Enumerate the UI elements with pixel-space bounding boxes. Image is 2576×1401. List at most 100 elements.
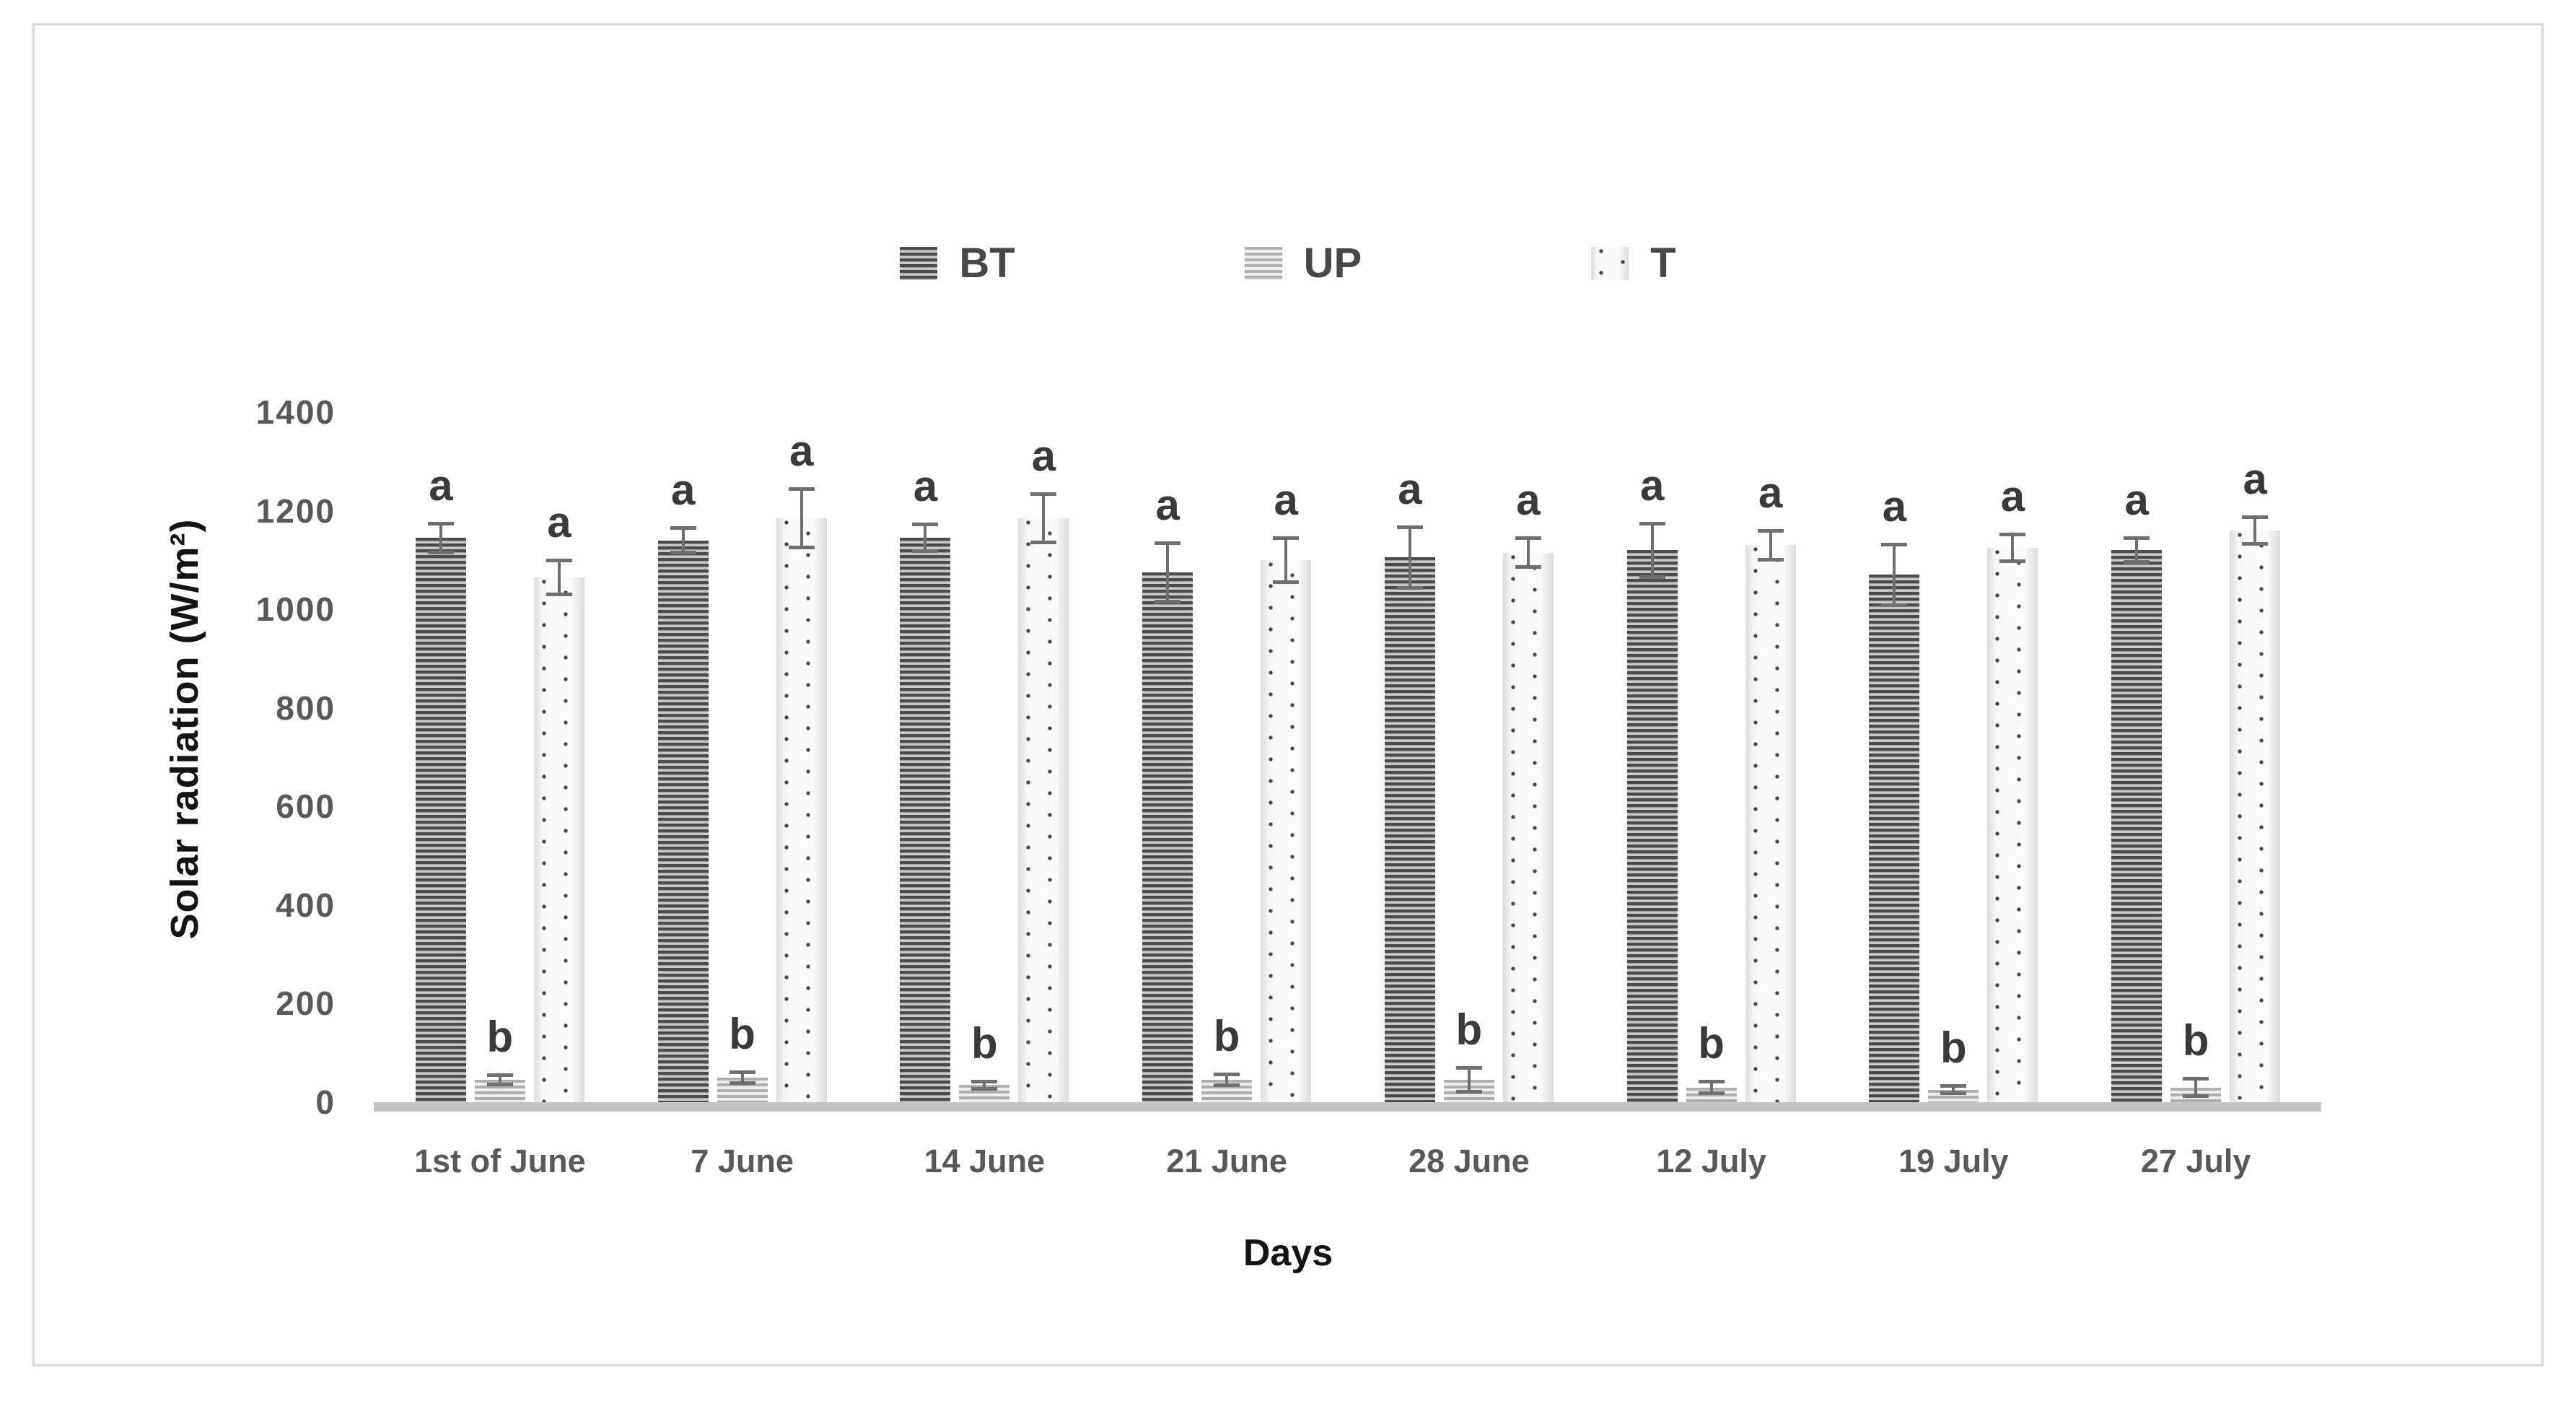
y-tick-label-1200: 1200 [255, 492, 336, 530]
sig-letter-UP-2: b [971, 1018, 998, 1068]
sig-letter-UP-6: b [1940, 1024, 1967, 1073]
error-cap-top-T-5 [1757, 528, 1784, 533]
error-cap-top-UP-2 [971, 1079, 998, 1083]
chart-legend: BT UP T [0, 243, 2576, 284]
error-cap-top-UP-3 [1214, 1073, 1240, 1077]
error-stem-BT-0 [439, 523, 442, 553]
legend-item-bt: BT [900, 243, 1015, 284]
legend-label-bt: BT [959, 240, 1015, 287]
error-cap-top-UP-6 [1940, 1084, 1967, 1088]
error-stem-BT-1 [681, 528, 685, 553]
bar-T-3 [1261, 559, 1312, 1102]
error-cap-bottom-UP-3 [1214, 1083, 1240, 1088]
error-cap-bottom-T-7 [2242, 542, 2269, 546]
error-stem-BT-3 [1166, 542, 1170, 602]
sig-letter-BT-0: a [429, 461, 453, 510]
sig-letter-T-4: a [1516, 476, 1541, 525]
error-cap-bottom-BT-4 [1396, 585, 1423, 590]
error-stem-UP-7 [2194, 1078, 2198, 1096]
figure-border [32, 23, 2544, 1366]
sig-letter-T-0: a [547, 497, 571, 546]
error-cap-top-UP-5 [1698, 1080, 1725, 1084]
sig-letter-BT-3: a [1155, 480, 1180, 529]
legend-swatch-bt-icon [900, 247, 938, 280]
bar-T-7 [2230, 530, 2281, 1102]
sig-letter-T-2: a [1031, 431, 1056, 480]
y-tick-label-400: 400 [276, 886, 336, 924]
error-cap-bottom-BT-7 [2124, 560, 2150, 564]
error-stem-BT-5 [1650, 523, 1654, 577]
y-tick-label-1400: 1400 [255, 393, 336, 431]
error-stem-UP-4 [1467, 1068, 1471, 1093]
error-cap-top-BT-4 [1396, 525, 1423, 530]
error-cap-top-T-7 [2242, 515, 2269, 519]
error-cap-top-UP-7 [2183, 1077, 2209, 1081]
error-stem-UP-2 [983, 1081, 986, 1089]
sig-letter-BT-6: a [1882, 482, 1907, 531]
sig-letter-T-3: a [1274, 476, 1298, 525]
sig-letter-T-5: a [1758, 468, 1783, 517]
error-cap-bottom-UP-4 [1455, 1090, 1482, 1094]
y-tick-label-0: 0 [315, 1083, 336, 1121]
sig-letter-UP-1: b [729, 1009, 755, 1058]
bar-T-0 [533, 577, 584, 1102]
sig-letter-UP-7: b [2182, 1016, 2209, 1065]
error-cap-top-T-4 [1515, 536, 1541, 541]
error-cap-top-BT-1 [670, 526, 696, 531]
bar-BT-4 [1384, 557, 1435, 1102]
bar-UP-5 [1686, 1087, 1737, 1102]
error-stem-UP-3 [1225, 1074, 1229, 1086]
error-stem-T-4 [1526, 538, 1530, 568]
error-stem-UP-1 [740, 1071, 744, 1084]
error-cap-bottom-T-5 [1757, 557, 1784, 562]
error-cap-top-BT-3 [1155, 541, 1181, 545]
bar-T-5 [1745, 545, 1796, 1102]
error-stem-BT-6 [1893, 544, 1896, 606]
error-cap-top-T-3 [1273, 536, 1300, 541]
sig-letter-UP-3: b [1213, 1012, 1240, 1061]
error-cap-bottom-T-6 [1999, 559, 2026, 563]
error-cap-top-BT-7 [2124, 536, 2150, 541]
error-cap-bottom-UP-5 [1698, 1091, 1725, 1095]
error-cap-top-BT-5 [1639, 521, 1665, 525]
error-cap-top-UP-1 [729, 1070, 755, 1074]
y-tick-label-800: 800 [276, 689, 336, 727]
bar-T-6 [1987, 547, 2038, 1102]
legend-label-up: UP [1303, 240, 1362, 287]
error-cap-top-T-0 [546, 558, 572, 562]
x-label-6: 19 July [1898, 1143, 2009, 1179]
sig-letter-UP-0: b [486, 1013, 514, 1062]
error-cap-bottom-BT-5 [1639, 575, 1665, 579]
error-cap-bottom-BT-1 [670, 550, 696, 554]
error-stem-T-2 [1042, 493, 1046, 543]
x-label-7: 27 July [2140, 1143, 2251, 1179]
x-axis-title: Days [1243, 1232, 1333, 1274]
legend-item-t: T [1591, 243, 1676, 284]
error-stem-T-5 [1769, 530, 1772, 560]
error-stem-T-0 [557, 559, 561, 595]
error-stem-UP-5 [1709, 1081, 1713, 1094]
error-cap-top-BT-2 [912, 523, 939, 526]
sig-letter-T-6: a [2000, 471, 2025, 520]
error-cap-bottom-T-2 [1030, 540, 1057, 544]
error-cap-top-BT-6 [1881, 543, 1908, 546]
error-stem-UP-6 [1952, 1086, 1955, 1094]
bar-BT-3 [1142, 572, 1193, 1102]
error-cap-bottom-UP-6 [1940, 1091, 1967, 1096]
error-cap-top-BT-0 [427, 521, 454, 525]
error-stem-T-7 [2253, 516, 2257, 544]
bar-BT-7 [2111, 550, 2163, 1102]
error-stem-T-1 [799, 488, 803, 548]
error-cap-bottom-T-3 [1273, 580, 1300, 584]
sig-letter-T-7: a [2243, 454, 2267, 503]
sig-letter-BT-5: a [1639, 461, 1665, 510]
error-cap-bottom-T-1 [788, 545, 815, 549]
error-cap-top-UP-4 [1455, 1066, 1482, 1070]
error-cap-bottom-BT-6 [1881, 603, 1908, 607]
error-cap-bottom-UP-0 [486, 1083, 513, 1087]
error-stem-BT-2 [924, 524, 927, 552]
error-stem-BT-4 [1408, 527, 1411, 588]
x-label-0: 1st of June [414, 1143, 586, 1179]
error-stem-UP-0 [498, 1075, 501, 1086]
